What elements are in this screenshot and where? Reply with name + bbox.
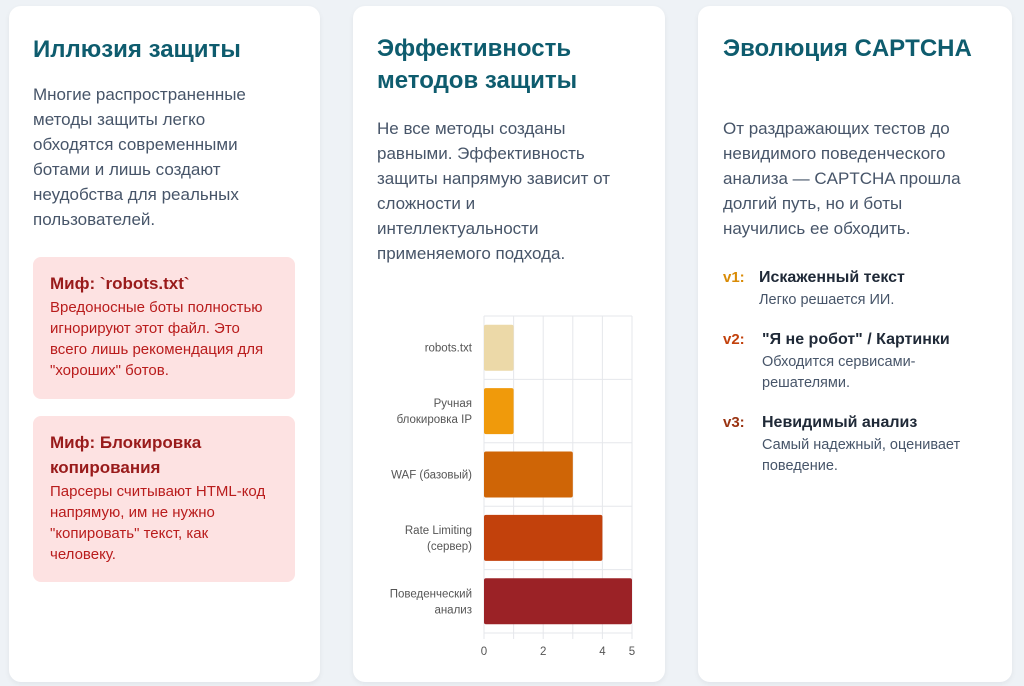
x-tick-label: 0 <box>481 646 487 658</box>
bar <box>484 324 514 371</box>
myth-title: Миф: Блокировка копирования <box>50 433 202 477</box>
effectiveness-bar-chart: robots.txt Ручная блокировка IP WAF (базовы… <box>390 315 635 658</box>
x-tick-label: 5 <box>629 646 635 658</box>
myth-text: Вредоносные боты полностью игнорируют эт… <box>50 299 264 379</box>
card-captcha-evolution: Эволюция CAPTCHA От раздражающих тестов … <box>698 6 1012 682</box>
card-security-illusion: Иллюзия защиты Многие распространенные м… <box>9 6 320 682</box>
myth-box-robots: Миф: `robots.txt` Вредоносные боты полно… <box>33 257 295 399</box>
category-label: Поведенческий анализ <box>390 588 472 616</box>
x-tick-label: 4 <box>599 646 606 658</box>
category-label: robots.txt <box>425 343 473 355</box>
myth-title: Миф: `robots.txt` <box>50 274 190 293</box>
card-description: Не все методы созданы равными. Эффективн… <box>377 119 610 263</box>
myth-text: Парсеры считывают HTML-код напрямую, им … <box>50 483 266 563</box>
bar <box>484 578 632 625</box>
category-label: Rate Limiting (сервер) <box>405 525 472 553</box>
version-title: Искаженный текст <box>759 269 905 286</box>
version-tag: v3: <box>723 414 745 431</box>
card-description: Многие распространенные методы защиты ле… <box>33 85 246 229</box>
version-description: Легко решается ИИ. <box>759 292 895 308</box>
card-title: Эволюция CAPTCHA <box>723 35 972 62</box>
version-description: Обходится сервисами-решателями. <box>762 354 916 391</box>
card-title: Эффективность методов защиты <box>377 35 578 94</box>
myth-box-copy-block: Миф: Блокировка копирования Парсеры счит… <box>33 416 295 582</box>
category-label: Ручная блокировка IP <box>397 398 473 426</box>
bar <box>484 514 603 561</box>
bar <box>484 451 573 498</box>
card-protection-effectiveness: Эффективность методов защиты Не все мето… <box>353 6 665 682</box>
card-title: Иллюзия защиты <box>33 36 241 63</box>
version-tag: v2: <box>723 331 745 348</box>
version-tag: v1: <box>723 269 745 286</box>
version-description: Самый надежный, оценивает поведение. <box>762 437 961 474</box>
version-title: "Я не робот" / Картинки <box>762 331 950 348</box>
version-title: Невидимый анализ <box>762 414 918 431</box>
card-description: От раздражающих тестов до невидимого пов… <box>723 119 961 238</box>
category-label: WAF (базовый) <box>391 470 472 482</box>
bar <box>484 388 514 435</box>
x-tick-label: 2 <box>540 646 546 658</box>
